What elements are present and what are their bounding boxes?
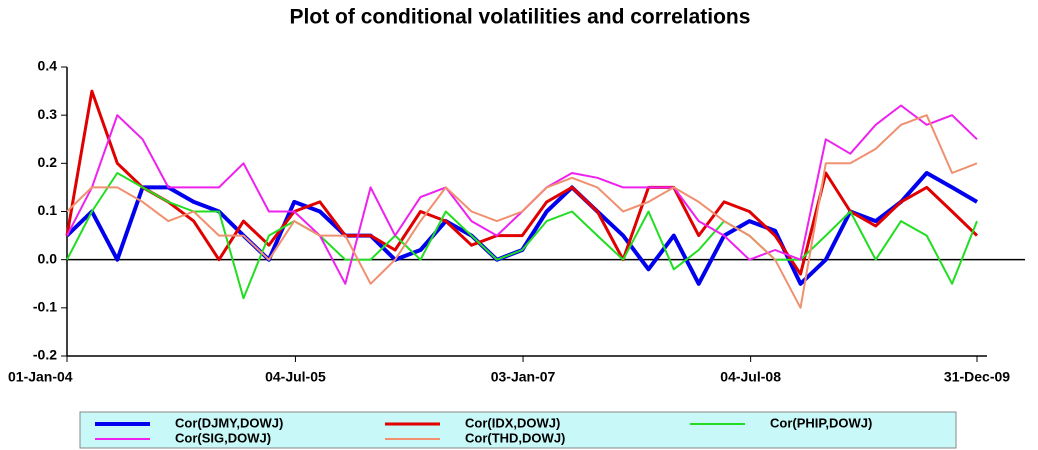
legend-label: Cor(DJMY,DOWJ) <box>175 415 283 430</box>
x-tick-label: 03-Jan-07 <box>491 369 556 385</box>
chart-title: Plot of conditional volatilities and cor… <box>290 6 751 29</box>
y-tick-label: -0.1 <box>33 299 57 315</box>
legend-label: Cor(IDX,DOWJ) <box>465 415 560 430</box>
legend-label: Cor(THD,DOWJ) <box>465 430 565 445</box>
y-tick-label: 0.1 <box>38 202 58 218</box>
x-tick-label: 01-Jan-04 <box>8 369 73 385</box>
series-line <box>66 114 978 309</box>
series-line <box>65 171 979 286</box>
y-tick-label: 0.4 <box>38 58 58 74</box>
legend-box <box>79 411 957 449</box>
legend-label: Cor(PHIP,DOWJ) <box>770 415 872 430</box>
y-tick-label: 0.0 <box>38 250 58 266</box>
y-tick-label: 0.2 <box>38 154 58 170</box>
series-line <box>66 172 978 300</box>
x-tick-label: 04-Jul-05 <box>265 369 326 385</box>
x-tick-label: 31-Dec-09 <box>944 369 1010 385</box>
x-tick-label: 04-Jul-08 <box>720 369 781 385</box>
y-tick-label: 0.3 <box>38 106 58 122</box>
legend-label: Cor(SIG,DOWJ) <box>175 430 271 445</box>
series-line <box>65 89 979 276</box>
y-tick-label: -0.2 <box>33 347 57 363</box>
